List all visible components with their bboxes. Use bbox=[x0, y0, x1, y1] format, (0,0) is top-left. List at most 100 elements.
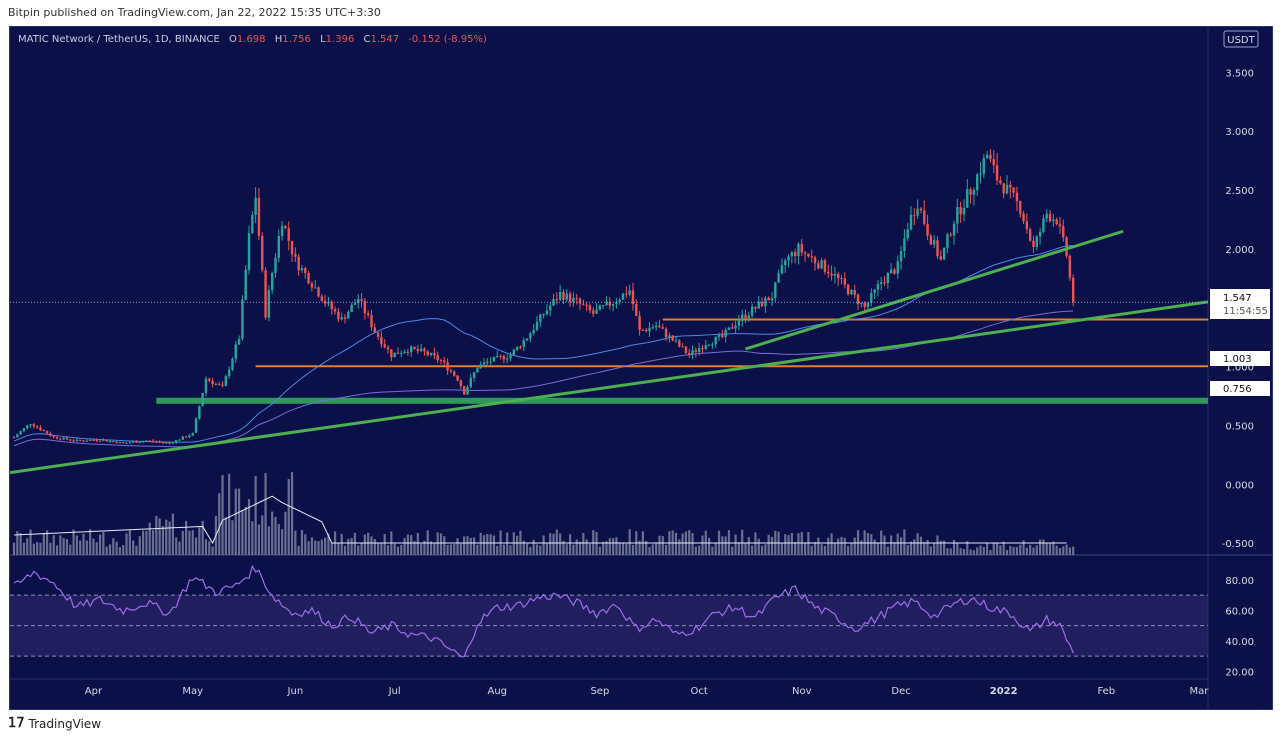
volume-bar bbox=[549, 533, 552, 555]
trendline-short bbox=[745, 229, 1124, 351]
candle-body bbox=[800, 244, 803, 253]
candle-body bbox=[949, 234, 952, 236]
candle-body bbox=[856, 294, 860, 305]
volume-bar bbox=[837, 538, 840, 555]
candle-body bbox=[294, 254, 297, 257]
volume-bar bbox=[469, 537, 472, 555]
volume-bar bbox=[618, 542, 621, 555]
volume-bar bbox=[185, 520, 188, 555]
ma-line-purple bbox=[13, 310, 1074, 448]
candle-body bbox=[88, 439, 92, 441]
volume-bar bbox=[304, 534, 307, 555]
candle-body bbox=[883, 282, 886, 284]
candle-body bbox=[148, 440, 151, 442]
candle-body bbox=[59, 438, 62, 440]
candle-body bbox=[201, 393, 204, 407]
candle-body bbox=[1058, 224, 1062, 227]
candle-body bbox=[572, 297, 575, 302]
volume-bar bbox=[903, 529, 906, 555]
candle-body bbox=[386, 347, 390, 350]
volume-bar bbox=[98, 534, 102, 555]
volume-bar bbox=[562, 540, 565, 555]
volume-bar bbox=[608, 538, 611, 555]
candle-body bbox=[1052, 219, 1055, 222]
volume-bar bbox=[1058, 547, 1062, 555]
candle-body bbox=[876, 284, 880, 290]
candle-body bbox=[400, 353, 403, 355]
candle-body bbox=[737, 320, 741, 326]
candle-body bbox=[135, 441, 138, 443]
candle-body bbox=[645, 329, 648, 332]
candle-body bbox=[592, 310, 595, 314]
volume-bar bbox=[890, 535, 893, 555]
volume-bar bbox=[1009, 546, 1012, 555]
candle-body bbox=[936, 240, 939, 257]
chart-svg[interactable]: MATIC Network / TetherUS, 1D, BINANCE O1… bbox=[10, 27, 1272, 709]
volume-bar bbox=[204, 539, 208, 555]
volume-bar bbox=[982, 546, 985, 555]
volume-bar bbox=[572, 544, 575, 555]
candle-body bbox=[880, 282, 883, 285]
chart-panel[interactable]: MATIC Network / TetherUS, 1D, BINANCE O1… bbox=[9, 26, 1273, 710]
volume-bar bbox=[380, 542, 383, 555]
volume-bar bbox=[933, 543, 936, 555]
candle-body bbox=[608, 301, 611, 306]
volume-bar bbox=[439, 533, 443, 555]
volume-bar bbox=[598, 546, 601, 555]
candle-body bbox=[320, 296, 324, 301]
candle-body bbox=[562, 291, 565, 300]
time-tick-label: Dec bbox=[891, 686, 910, 697]
price-tick-label: 2.000 bbox=[1225, 245, 1254, 256]
candle-body bbox=[532, 329, 535, 334]
candle-body bbox=[453, 371, 456, 376]
candle-body bbox=[774, 282, 777, 299]
volume-bar bbox=[899, 537, 903, 555]
candle-body bbox=[972, 190, 976, 195]
volume-bar bbox=[1032, 547, 1035, 555]
volume-bar bbox=[803, 542, 807, 555]
volume-bar bbox=[188, 530, 191, 555]
currency-badge-box[interactable] bbox=[1223, 30, 1259, 48]
volume-bar bbox=[648, 546, 651, 555]
candle-body bbox=[145, 440, 148, 442]
candle-body bbox=[102, 439, 105, 441]
candle-body bbox=[1035, 236, 1038, 247]
volume-bar bbox=[747, 537, 750, 555]
volume-bar bbox=[787, 535, 790, 555]
candle-body bbox=[777, 273, 780, 283]
candle-body bbox=[724, 329, 727, 337]
candle-body bbox=[165, 442, 168, 444]
candle-body bbox=[668, 335, 671, 337]
candle-body bbox=[416, 349, 420, 352]
volume-bar bbox=[36, 541, 39, 555]
candle-body bbox=[889, 269, 893, 274]
volume-bar bbox=[691, 533, 694, 555]
volume-bar bbox=[181, 530, 184, 555]
volume-bar bbox=[770, 536, 774, 555]
candle-body bbox=[155, 441, 158, 443]
currency-badge[interactable]: USDT bbox=[1227, 35, 1255, 46]
volume-bar bbox=[459, 543, 462, 555]
candle-body bbox=[22, 428, 26, 432]
candle-body bbox=[787, 256, 790, 261]
candle-body bbox=[992, 159, 995, 166]
volume-bar bbox=[939, 540, 942, 555]
volume-bar bbox=[221, 474, 224, 555]
candle-body bbox=[270, 272, 274, 291]
volume-bar bbox=[112, 538, 115, 555]
candle-body bbox=[568, 293, 572, 302]
candle-body bbox=[1032, 240, 1035, 247]
volume-bar bbox=[115, 541, 118, 555]
candle-body bbox=[919, 208, 923, 211]
candle-body bbox=[426, 351, 429, 355]
candle-body bbox=[79, 439, 82, 441]
volume-bar bbox=[482, 535, 486, 555]
time-tick-label: Nov bbox=[792, 686, 812, 697]
volume-bar bbox=[714, 543, 717, 555]
volume-bar bbox=[866, 533, 870, 555]
volume-bar bbox=[784, 534, 787, 555]
volume-bar bbox=[82, 533, 85, 555]
candle-body bbox=[380, 336, 383, 345]
candle-body bbox=[347, 311, 350, 319]
candle-body bbox=[1042, 218, 1045, 232]
